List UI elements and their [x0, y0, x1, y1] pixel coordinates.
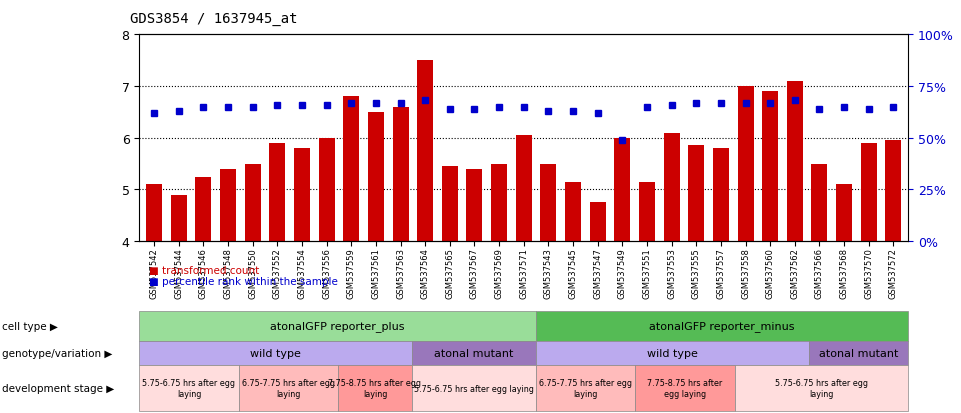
- Text: atonalGFP reporter_plus: atonalGFP reporter_plus: [270, 320, 405, 331]
- Text: 5.75-6.75 hrs after egg laying: 5.75-6.75 hrs after egg laying: [414, 384, 534, 393]
- Bar: [392, 107, 408, 413]
- Text: development stage ▶: development stage ▶: [2, 383, 114, 393]
- Bar: [442, 167, 457, 413]
- Bar: [368, 113, 383, 413]
- Text: 7.75-8.75 hrs after
egg laying: 7.75-8.75 hrs after egg laying: [648, 378, 723, 398]
- Text: ■ percentile rank within the sample: ■ percentile rank within the sample: [149, 276, 338, 286]
- Bar: [294, 149, 310, 413]
- Bar: [688, 146, 704, 413]
- Bar: [885, 141, 901, 413]
- Bar: [861, 143, 876, 413]
- Text: wild type: wild type: [647, 348, 698, 358]
- Bar: [737, 87, 753, 413]
- Bar: [171, 195, 186, 413]
- Text: atonal mutant: atonal mutant: [434, 348, 514, 358]
- Text: genotype/variation ▶: genotype/variation ▶: [2, 348, 112, 358]
- Bar: [836, 185, 852, 413]
- Text: atonal mutant: atonal mutant: [819, 348, 899, 358]
- Bar: [245, 164, 260, 413]
- Bar: [590, 203, 605, 413]
- Bar: [811, 164, 827, 413]
- Bar: [516, 136, 531, 413]
- Bar: [343, 97, 359, 413]
- Text: atonalGFP reporter_minus: atonalGFP reporter_minus: [650, 320, 795, 331]
- Bar: [540, 164, 556, 413]
- Text: cell type ▶: cell type ▶: [2, 321, 58, 331]
- Bar: [319, 138, 334, 413]
- Bar: [269, 143, 285, 413]
- Text: 5.75-6.75 hrs after egg
laying: 5.75-6.75 hrs after egg laying: [775, 378, 868, 398]
- Bar: [195, 177, 211, 413]
- Bar: [713, 149, 728, 413]
- Text: wild type: wild type: [250, 348, 301, 358]
- Text: ■ transformed count: ■ transformed count: [149, 266, 259, 275]
- Bar: [220, 169, 236, 413]
- Text: 6.75-7.75 hrs after egg
laying: 6.75-7.75 hrs after egg laying: [241, 378, 334, 398]
- Bar: [614, 138, 630, 413]
- Text: GDS3854 / 1637945_at: GDS3854 / 1637945_at: [130, 12, 297, 26]
- Text: 6.75-7.75 hrs after egg
laying: 6.75-7.75 hrs after egg laying: [539, 378, 632, 398]
- Text: 5.75-6.75 hrs after egg
laying: 5.75-6.75 hrs after egg laying: [142, 378, 235, 398]
- Bar: [146, 185, 162, 413]
- Bar: [466, 169, 482, 413]
- Bar: [787, 82, 802, 413]
- Bar: [762, 92, 778, 413]
- Bar: [639, 182, 655, 413]
- Bar: [417, 61, 433, 413]
- Text: 7.75-8.75 hrs after egg
laying: 7.75-8.75 hrs after egg laying: [329, 378, 422, 398]
- Bar: [664, 133, 679, 413]
- Bar: [565, 182, 581, 413]
- Bar: [491, 164, 507, 413]
